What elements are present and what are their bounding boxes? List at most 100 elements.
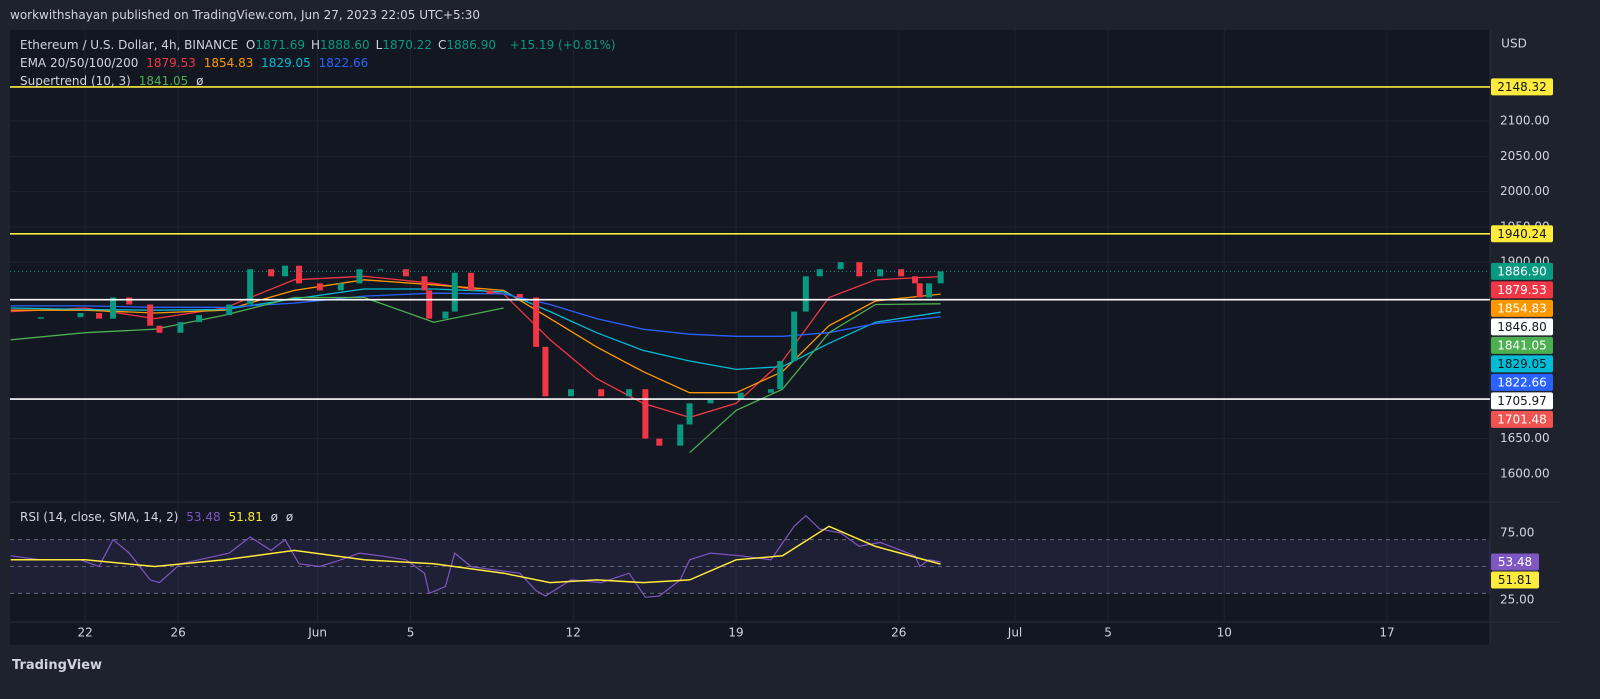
candle <box>451 272 458 312</box>
price-label-text: 1846.80 <box>1497 320 1547 334</box>
legend-supertrend: Supertrend (10, 3) 1841.05 ø <box>20 74 207 88</box>
price-label: 1829.05 <box>1491 355 1553 373</box>
rsi-sma-value: 51.81 <box>228 510 263 524</box>
candle <box>877 269 884 277</box>
price-label-bg <box>1491 78 1553 96</box>
candle <box>542 346 549 397</box>
indicator-line <box>10 279 941 394</box>
ema-value: 1822.66 <box>318 56 369 70</box>
x-tick-label: 5 <box>407 626 415 640</box>
na: ø <box>196 74 204 88</box>
rsi-tick-label: 75.00 <box>1500 526 1534 540</box>
candle <box>737 392 744 400</box>
rsi-label-text: 51.81 <box>1498 573 1532 587</box>
legend-main: Ethereum / U.S. Dollar, 4h, BINANCE O187… <box>20 38 620 52</box>
price-label-text: 1822.66 <box>1497 375 1547 389</box>
rsi-sma-line <box>10 525 941 584</box>
currency: USD <box>1501 37 1527 51</box>
rsi-value: 53.48 <box>186 510 221 524</box>
price-label: 1822.66 <box>1491 373 1553 391</box>
price-label-text: 1886.90 <box>1497 264 1547 278</box>
rsi-tick-label: 25.00 <box>1500 593 1534 607</box>
candle <box>516 293 523 298</box>
y-tick-label: 2000.00 <box>1500 184 1550 198</box>
price-label-bg <box>1491 262 1553 280</box>
x-tick-label: Jul <box>1007 626 1022 640</box>
price-label-text: 1841.05 <box>1497 338 1547 352</box>
ema-value: 1879.53 <box>146 56 196 70</box>
header: workwithshayan published on TradingView.… <box>10 8 481 22</box>
candle <box>177 322 184 333</box>
x-tick-label: 26 <box>891 626 906 640</box>
footer-logo: TradingView <box>12 658 103 673</box>
price-label-bg <box>1491 225 1553 243</box>
ohlc-value: 1871.69 <box>255 38 305 52</box>
price-label-text: 1829.05 <box>1497 357 1547 371</box>
x-tick-label: 10 <box>1217 626 1232 640</box>
ohlc-key: L <box>375 38 383 52</box>
y-tick-label: 2050.00 <box>1500 149 1550 163</box>
legend-ema: EMA 20/50/100/200 1879.53 1854.83 1829.0… <box>20 56 372 70</box>
indicator-line <box>10 288 941 371</box>
candle <box>147 304 154 326</box>
ohlc-value: 1888.60 <box>320 38 370 52</box>
candle <box>916 283 923 298</box>
candle <box>268 269 275 277</box>
ohlc-key: H <box>310 38 321 52</box>
ohlc-value: 1886.90 <box>446 38 496 52</box>
na: ø <box>270 510 278 524</box>
candle <box>533 297 540 347</box>
candle <box>802 276 809 312</box>
candle <box>926 283 933 298</box>
candle <box>707 399 714 404</box>
candle <box>567 389 574 397</box>
candle <box>486 290 493 294</box>
ohlc: O1871.69 H1888.60 L1870.22 C1886.90 <box>246 38 502 52</box>
symbol: Ethereum / U.S. Dollar, 4h, BINANCE <box>20 38 239 52</box>
candle <box>686 403 693 425</box>
candle <box>316 283 323 291</box>
price-label-bg <box>1491 355 1553 373</box>
supertrend-label: Supertrend (10, 3) <box>20 74 131 88</box>
candle <box>421 276 428 291</box>
candle <box>426 290 433 319</box>
candle <box>109 297 116 319</box>
price-label: 1940.24 <box>1491 225 1553 243</box>
x-tick-label: 22 <box>77 626 92 640</box>
rsi-label-text: 53.48 <box>1498 555 1532 569</box>
price-label-text: 1705.97 <box>1497 394 1547 408</box>
x-tick-label: 19 <box>728 626 743 640</box>
candle <box>468 272 475 291</box>
candle <box>337 283 344 291</box>
candle <box>37 317 44 319</box>
price-label-bg <box>1491 410 1553 428</box>
candle <box>377 269 384 271</box>
price-label-text: 1940.24 <box>1497 227 1547 241</box>
price-label-text: 1701.48 <box>1497 412 1547 426</box>
rsi-label-bg <box>1491 571 1539 589</box>
candle <box>642 389 649 439</box>
ohlc-value: 1870.22 <box>382 38 432 52</box>
candle <box>356 269 363 284</box>
candle <box>282 265 289 277</box>
candle <box>295 265 302 284</box>
y-tick-label: 1650.00 <box>1500 431 1550 445</box>
candle <box>767 389 774 393</box>
ohlc-key: O <box>245 38 256 52</box>
candle <box>598 389 605 397</box>
candle <box>856 262 863 277</box>
candle <box>777 360 784 390</box>
price-label-text: 1879.53 <box>1497 283 1547 297</box>
price-label-bg <box>1491 373 1553 391</box>
candle <box>126 297 133 305</box>
candle <box>626 389 633 397</box>
candle <box>912 276 919 284</box>
candle <box>656 438 663 446</box>
price-label: 2148.32 <box>1491 78 1553 96</box>
price-label-bg <box>1491 281 1553 299</box>
y-tick-label: 1600.00 <box>1500 466 1550 480</box>
candle <box>837 262 844 270</box>
price-label: 1854.83 <box>1491 299 1553 317</box>
